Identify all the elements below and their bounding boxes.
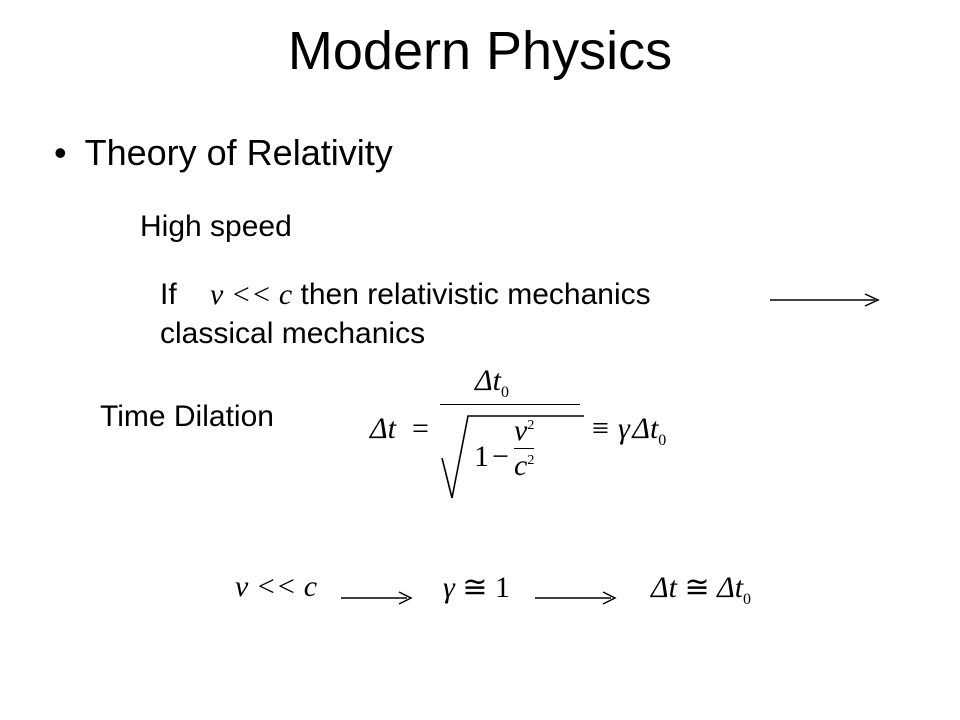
math-delta-t0-num: Δt0 xyxy=(475,364,509,402)
math-inner-frac: v2 c2 xyxy=(514,416,534,481)
slide: Modern Physics • Theory of Relativity Hig… xyxy=(0,0,960,720)
math-one: 1 xyxy=(474,440,489,474)
math-delta-t: Δt xyxy=(370,412,396,446)
arrow-icon xyxy=(341,580,421,614)
bullet-text: Theory of Relativity xyxy=(85,132,393,173)
math-dt-approx-dt0: Δt ≅ Δt0 xyxy=(651,570,751,609)
math-v-ll-c: v << c xyxy=(210,278,292,311)
math-eq: = xyxy=(412,412,429,446)
bullet-line: • Theory of Relativity xyxy=(54,132,393,174)
implication-row: v << c γ ≅ 1 Δt ≅ Δt0 xyxy=(235,560,795,620)
arrow-icon xyxy=(770,292,890,308)
math-equiv: ≡ xyxy=(592,412,609,446)
if-text: If xyxy=(160,278,177,311)
subtext-high-speed: High speed xyxy=(140,210,292,244)
classical-text: classical mechanics xyxy=(160,317,425,350)
then-text: then relativistic mechanics xyxy=(301,278,651,311)
math-minus: − xyxy=(492,440,509,474)
math-v-ll-c-2: v << c xyxy=(235,570,317,604)
bullet-dot-icon: • xyxy=(54,132,67,173)
fraction-bar xyxy=(440,404,580,405)
math-gamma-1: γ ≅ 1 xyxy=(443,570,510,605)
time-dilation-formula: Δt = Δt0 1 − v2 c2 xyxy=(370,360,690,520)
subtext-condition: If v << c then relativistic mechanics cl… xyxy=(160,275,651,353)
slide-title: Modern Physics xyxy=(0,20,960,82)
sqrt-icon xyxy=(438,408,588,516)
time-dilation-label: Time Dilation xyxy=(100,400,274,434)
math-gamma-dt0: γ Δt0 xyxy=(618,412,666,450)
arrow-icon xyxy=(535,580,625,614)
